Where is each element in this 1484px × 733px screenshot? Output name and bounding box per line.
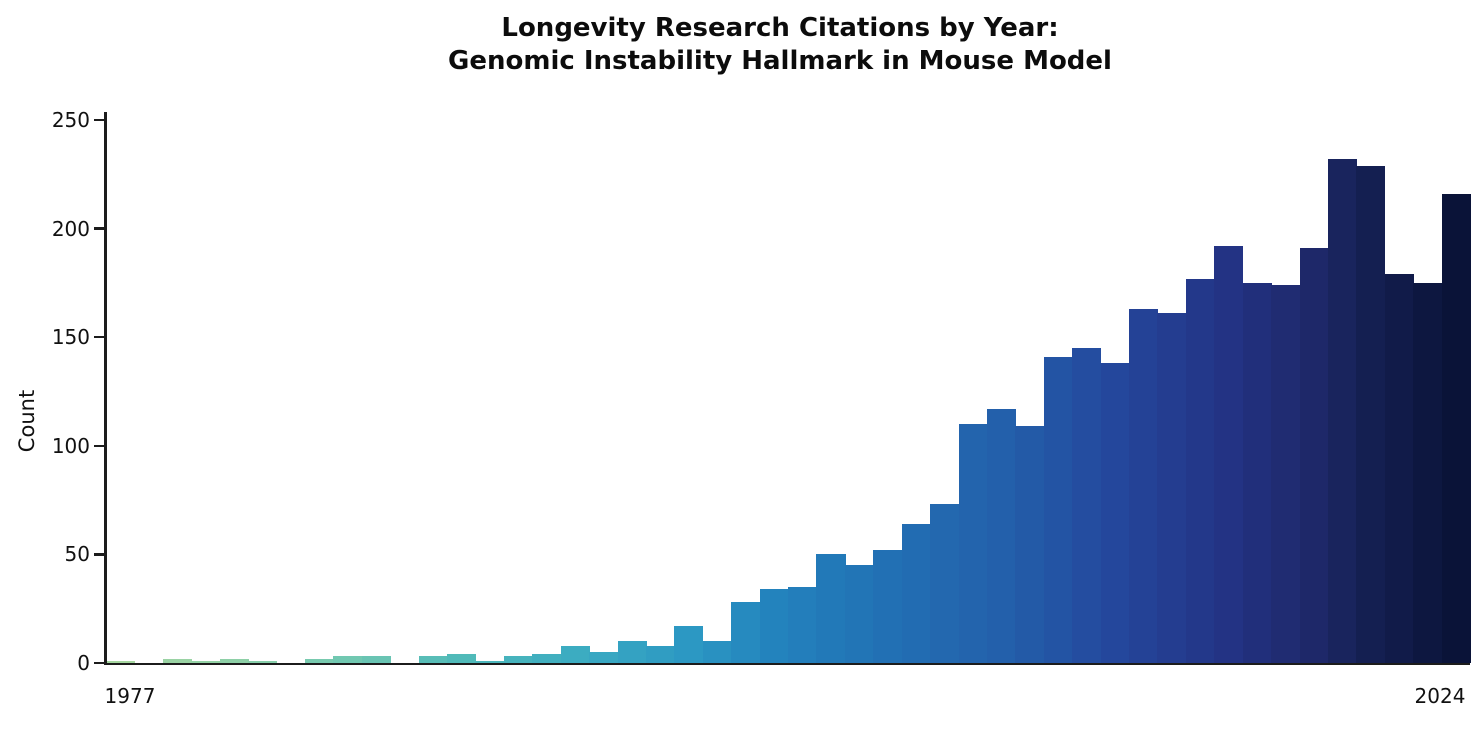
bar-2023 — [1413, 282, 1443, 663]
chart-title-line1: Longevity Research Citations by Year: — [501, 13, 1059, 43]
chart-title: Longevity Research Citations by Year: Ge… — [96, 12, 1464, 78]
bar-1990 — [475, 660, 505, 663]
y-tick-label: 150 — [51, 325, 90, 350]
bar-1992 — [532, 654, 562, 663]
bar-2024 — [1441, 193, 1471, 663]
bar-1979 — [162, 658, 192, 663]
y-tick-mark — [94, 444, 105, 448]
y-tick-mark — [94, 118, 105, 122]
x-tick-label-1977: 1977 — [104, 684, 156, 708]
bar-1995 — [617, 641, 647, 663]
x-tick-label-2024: 2024 — [1414, 684, 1466, 708]
y-tick-label: 100 — [51, 433, 90, 458]
bar-1994 — [589, 652, 619, 663]
bar-1982 — [248, 660, 278, 663]
chart-title-line2: Genomic Instability Hallmark in Mouse Mo… — [448, 46, 1112, 76]
bar-1998 — [702, 641, 732, 663]
bar-1977 — [106, 660, 136, 663]
bar-1988 — [418, 656, 448, 663]
y-tick-mark — [94, 661, 105, 665]
y-tick-label: 250 — [51, 108, 90, 132]
bar-2000 — [759, 589, 789, 663]
bar-2001 — [788, 586, 818, 663]
bar-2004 — [873, 550, 903, 663]
bar-1996 — [645, 645, 676, 663]
bar-2016 — [1214, 245, 1244, 663]
bar-2021 — [1356, 165, 1386, 663]
bar-2003 — [844, 565, 874, 663]
bar-2017 — [1242, 282, 1272, 663]
bar-2006 — [930, 504, 960, 663]
bar-1985 — [333, 656, 363, 663]
bar-2005 — [901, 524, 931, 663]
bar-1997 — [674, 626, 704, 663]
bar-1980 — [191, 660, 221, 663]
y-tick-mark — [94, 227, 105, 230]
bar-2008 — [986, 408, 1017, 663]
x-axis-line — [104, 662, 1470, 665]
bar-2007 — [958, 424, 988, 663]
bar-2002 — [816, 554, 846, 663]
y-axis-line — [104, 112, 107, 665]
bars-layer — [106, 120, 1471, 663]
bar-2015 — [1185, 278, 1215, 663]
y-tick-mark — [94, 335, 105, 339]
bar-2012 — [1100, 363, 1130, 663]
bar-2011 — [1072, 348, 1102, 663]
bar-2013 — [1129, 308, 1159, 663]
bar-2020 — [1327, 159, 1358, 663]
y-tick-mark — [94, 553, 105, 556]
bar-1989 — [447, 654, 477, 663]
bar-2018 — [1271, 285, 1301, 663]
bar-2010 — [1043, 356, 1073, 663]
bar-1981 — [219, 658, 249, 663]
bar-2009 — [1015, 426, 1045, 663]
y-tick-label: 200 — [51, 216, 90, 241]
bar-1984 — [304, 658, 335, 663]
bar-1986 — [361, 656, 391, 663]
bar-2014 — [1157, 313, 1187, 663]
bar-2019 — [1299, 248, 1329, 663]
bar-1999 — [731, 602, 761, 663]
bar-2022 — [1384, 274, 1414, 663]
bar-1991 — [503, 656, 533, 663]
bar-1993 — [560, 645, 590, 663]
y-tick-label: 0 — [77, 651, 90, 675]
y-tick-label: 50 — [64, 542, 90, 567]
